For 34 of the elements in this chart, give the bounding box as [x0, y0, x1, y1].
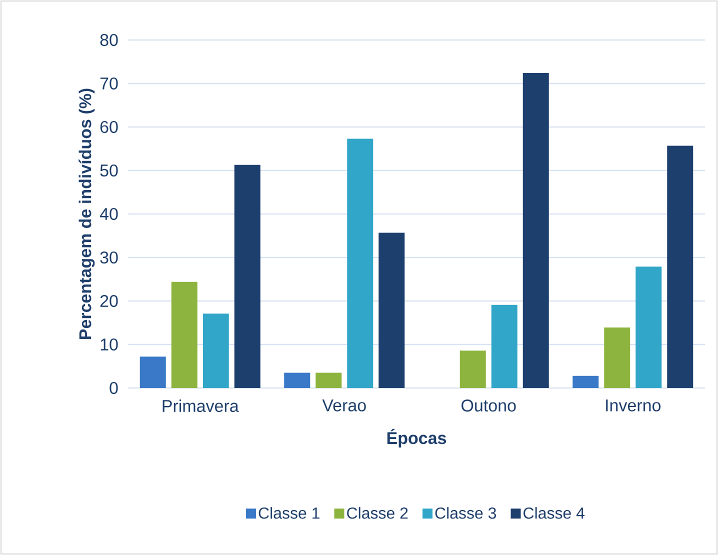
- x-tick-label: Outono: [462, 400, 516, 412]
- y-tick-label: 30: [100, 251, 118, 264]
- x-tick-label: Primavera: [162, 400, 239, 412]
- legend-label: Classe 2: [347, 507, 408, 519]
- bar: [140, 356, 166, 388]
- bar: [316, 372, 342, 388]
- legend-label: Classe 1: [258, 507, 320, 519]
- y-tick-label: 60: [100, 120, 118, 134]
- bar: [284, 372, 310, 388]
- bar: [667, 146, 694, 388]
- bar: [636, 266, 662, 388]
- legend-label: Classe 4: [524, 507, 584, 519]
- bar: [202, 314, 229, 388]
- bar: [604, 328, 630, 388]
- bar: [378, 232, 405, 388]
- bar: [522, 73, 549, 388]
- x-tick-label: Verao: [322, 400, 366, 412]
- y-tick-label: 40: [100, 208, 118, 220]
- bar: [572, 376, 599, 388]
- y-axis-title: Percentagem de indivíduos (%): [78, 88, 95, 339]
- y-tick-label: 20: [100, 294, 118, 308]
- bar: [347, 138, 374, 388]
- y-tick-label: 70: [100, 77, 118, 90]
- bar: [460, 350, 486, 388]
- bar: [491, 304, 518, 388]
- y-tick-label: 0: [110, 382, 118, 394]
- y-tick-label: 80: [100, 34, 118, 46]
- bar: [171, 282, 198, 388]
- y-tick-label: 50: [100, 164, 118, 177]
- bar: [234, 164, 260, 388]
- x-axis-title: Épocas: [387, 428, 446, 448]
- legend-label: Classe 3: [435, 507, 496, 519]
- y-tick-label: 10: [100, 338, 118, 351]
- x-tick-label: Inverno: [606, 400, 660, 412]
